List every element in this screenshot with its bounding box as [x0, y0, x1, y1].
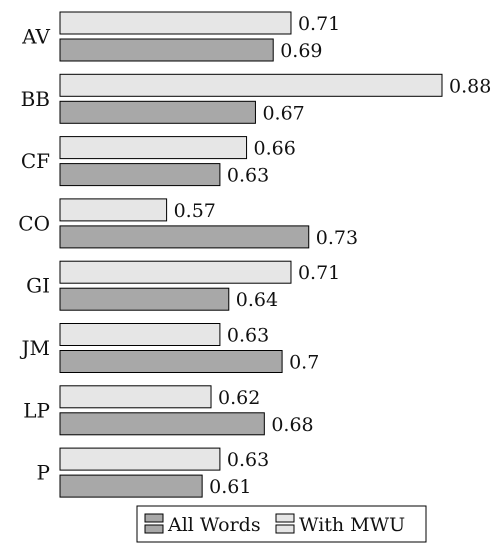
- value-label-with-mwu-gi: 0.64: [236, 289, 278, 311]
- bar-with-mwu-av: [59, 38, 274, 62]
- value-label-with-mwu-bb: 0.67: [262, 102, 304, 124]
- legend-swatch-all-words-bottom: [144, 524, 164, 534]
- bar-all-words-av: [59, 11, 292, 35]
- category-label-co: CO: [18, 211, 50, 235]
- value-label-with-mwu-cf: 0.63: [227, 165, 269, 187]
- category-label-cf: CF: [21, 149, 50, 173]
- bar-all-words-lp: [59, 385, 212, 409]
- legend-swatch-all-words-top: [144, 513, 164, 523]
- value-label-all-words-co: 0.57: [174, 200, 216, 222]
- value-label-with-mwu-p: 0.61: [209, 476, 251, 498]
- bar-with-mwu-lp: [59, 412, 265, 436]
- category-label-jm: JM: [20, 336, 51, 360]
- legend-item-with-mwu: With MWU: [275, 513, 405, 536]
- value-label-all-words-av: 0.71: [298, 13, 340, 35]
- value-label-all-words-gi: 0.71: [298, 262, 340, 284]
- value-label-with-mwu-co: 0.73: [316, 227, 358, 249]
- bar-with-mwu-co: [59, 225, 310, 249]
- bar-all-words-co: [59, 198, 168, 222]
- category-label-p: P: [37, 461, 50, 485]
- bar-with-mwu-bb: [59, 100, 256, 124]
- bars-layer: [59, 11, 443, 498]
- value-label-with-mwu-lp: 0.68: [271, 414, 313, 436]
- category-label-gi: GI: [26, 274, 50, 298]
- bar-with-mwu-p: [59, 474, 203, 498]
- bar-all-words-jm: [59, 323, 221, 346]
- category-label-av: AV: [21, 25, 50, 49]
- legend-item-all-words: All Words: [144, 513, 261, 536]
- bar-all-words-gi: [59, 260, 292, 284]
- category-label-bb: BB: [21, 87, 50, 111]
- value-label-all-words-bb: 0.88: [449, 75, 491, 97]
- value-label-all-words-p: 0.63: [227, 449, 269, 471]
- value-label-with-mwu-av: 0.69: [280, 40, 322, 62]
- legend: All Words With MWU: [136, 505, 427, 543]
- bar-with-mwu-jm: [59, 350, 283, 373]
- legend-swatch-with-mwu-top: [275, 513, 295, 523]
- bar-with-mwu-gi: [59, 287, 230, 311]
- bar-all-words-bb: [59, 73, 443, 97]
- value-label-with-mwu-jm: 0.7: [289, 352, 319, 374]
- legend-label-with-mwu: With MWU: [299, 514, 405, 536]
- legend-frame: [136, 505, 427, 543]
- labels-layer: AV 0.71 0.69 BB 0.88 0.67 CF 0.66 0.63 CO 0.57 0.73…: [18, 13, 491, 498]
- value-label-all-words-lp: 0.62: [218, 387, 260, 409]
- legend-label-all-words: All Words: [167, 514, 261, 536]
- category-label-lp: LP: [23, 398, 50, 422]
- value-label-all-words-jm: 0.63: [227, 325, 269, 347]
- legend-swatch-with-mwu-bottom: [275, 524, 295, 534]
- bar-all-words-cf: [59, 136, 248, 160]
- bar-with-mwu-cf: [59, 163, 221, 187]
- value-label-all-words-cf: 0.66: [254, 138, 296, 160]
- bar-all-words-p: [59, 447, 221, 471]
